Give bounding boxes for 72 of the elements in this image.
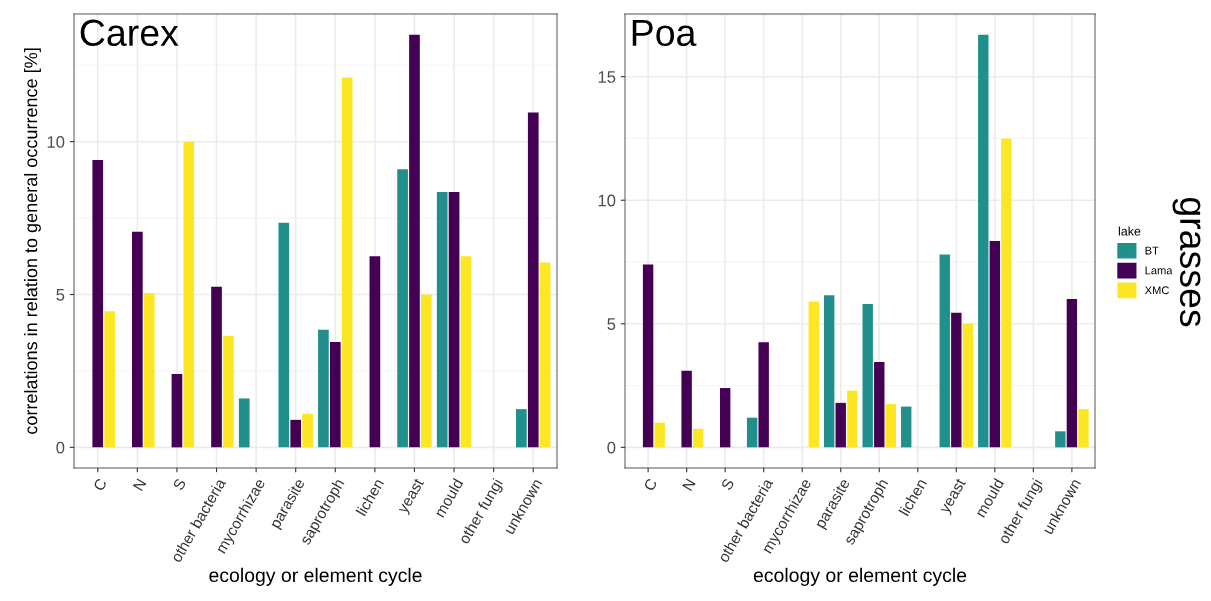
- bar: [516, 409, 527, 448]
- legend-label: BT: [1145, 246, 1159, 255]
- bar: [978, 34, 989, 448]
- x-axis-title: ecology or element cycle: [209, 567, 422, 586]
- bar: [681, 370, 692, 448]
- bar: [901, 406, 912, 448]
- bar: [409, 34, 420, 448]
- y-tick-label: 0: [56, 441, 65, 454]
- bar: [92, 159, 104, 448]
- bar: [823, 295, 835, 448]
- bar: [758, 342, 769, 448]
- bar: [885, 404, 897, 448]
- bar: [238, 398, 250, 448]
- bar: [302, 413, 313, 448]
- bar: [654, 422, 665, 448]
- bar: [448, 192, 460, 448]
- bar: [1078, 409, 1089, 448]
- bar: [951, 312, 962, 448]
- bar: [329, 341, 341, 448]
- bar: [847, 390, 858, 448]
- bar: [962, 323, 974, 448]
- bar: [397, 169, 408, 448]
- x-tick-label: N: [132, 478, 147, 492]
- bar: [693, 428, 704, 448]
- text: grasses: [1172, 197, 1201, 327]
- bar: [278, 222, 290, 448]
- bar: [369, 256, 381, 448]
- bar: [143, 292, 155, 448]
- x-tick-label: S: [172, 477, 187, 491]
- legend-label: Lama: [1145, 266, 1173, 275]
- chart-title: Carex: [80, 19, 179, 47]
- bar: [1055, 431, 1066, 448]
- bar: [183, 141, 195, 448]
- legend-label: XMC: [1144, 286, 1169, 295]
- x-tick-label: C: [643, 477, 658, 492]
- bar: [874, 362, 885, 448]
- bar: [862, 304, 873, 448]
- bar: [642, 264, 654, 448]
- bar: [132, 231, 143, 448]
- bar: [939, 254, 950, 448]
- x-tick-label: S: [720, 477, 735, 491]
- bar: [835, 402, 846, 448]
- bar: [527, 112, 539, 448]
- y-tick-label: 10: [47, 136, 65, 148]
- bar: [539, 262, 551, 448]
- bar: [290, 419, 302, 448]
- y-tick-label: 5: [56, 289, 65, 301]
- bar: [808, 301, 819, 448]
- x-tick-label: N: [682, 478, 696, 492]
- x-axis-title: ecology or element cycle: [753, 567, 967, 586]
- y-tick-label: 0: [607, 441, 616, 454]
- legend-title: lake: [1118, 226, 1141, 236]
- y-tick-label: 15: [598, 71, 616, 83]
- x-tick-label: C: [92, 477, 108, 492]
- bar: [1001, 138, 1012, 448]
- bar: [211, 286, 222, 448]
- bar: [436, 192, 448, 448]
- bar: [223, 335, 234, 448]
- chart-title: Poa: [632, 19, 697, 47]
- bar: [460, 256, 472, 448]
- bar: [1066, 299, 1078, 448]
- bar: [171, 373, 183, 448]
- bar: [104, 311, 115, 448]
- y-axis-title: correlations in relation to general occurrence [%]: [24, 48, 41, 434]
- y-tick-label: 10: [598, 194, 616, 207]
- y-tick-label: 5: [607, 318, 616, 330]
- bar: [989, 241, 1001, 448]
- bar: [746, 417, 758, 448]
- bar: [318, 329, 329, 448]
- bar: [341, 77, 353, 448]
- bar: [719, 388, 731, 448]
- bar: [421, 294, 432, 448]
